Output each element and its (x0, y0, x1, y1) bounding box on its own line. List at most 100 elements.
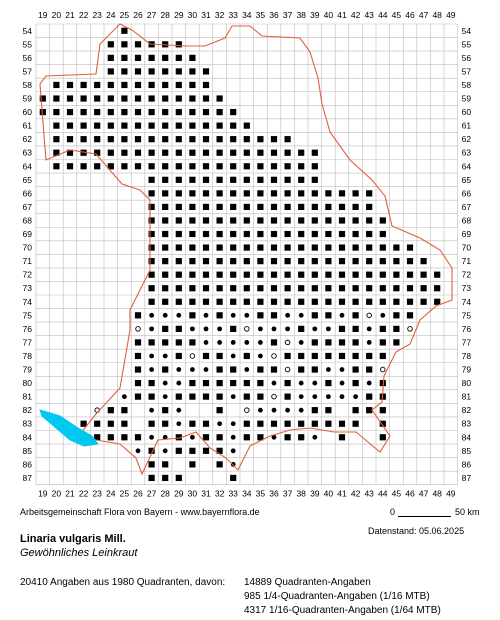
occurrence-marker (230, 136, 237, 143)
occurrence-marker (216, 407, 223, 414)
occurrence-marker (352, 258, 359, 265)
occurrence-marker (134, 352, 142, 360)
column-label: 31 (201, 10, 211, 20)
occurrence-marker (352, 230, 359, 238)
occurrence-marker (230, 149, 237, 156)
occurrence-marker (189, 122, 196, 129)
occurrence-marker (148, 54, 155, 61)
occurrence-marker (366, 312, 372, 319)
occurrence-marker (203, 367, 209, 372)
occurrence-marker (366, 203, 373, 211)
occurrence-marker (285, 407, 290, 413)
occurrence-marker (148, 230, 155, 238)
occurrence-marker (230, 379, 237, 387)
scale-end-label: 50 km (455, 507, 480, 517)
occurrence-marker (230, 244, 237, 251)
occurrence-marker (53, 95, 60, 102)
species-common-name: Gewöhnliches Leinkraut (20, 547, 138, 559)
occurrence-marker (258, 353, 263, 359)
occurrence-marker (284, 258, 291, 265)
column-label: 49 (446, 489, 456, 499)
row-label: 82 (462, 405, 472, 415)
occurrence-marker (121, 27, 128, 34)
occurrence-marker (39, 95, 46, 102)
column-label: 28 (160, 10, 170, 20)
distribution-map: 19 20 21 22 23 24 25 26 27 28 29 30 31 32 33 34 35 36 37 38… (23, 10, 472, 499)
row-label: 60 (23, 107, 33, 117)
occurrence-marker (434, 298, 441, 305)
credit-text: Arbeitsgemeinschaft Flora von Bayern - w… (20, 507, 260, 517)
occurrence-marker (176, 312, 182, 318)
occurrence-marker (189, 176, 196, 183)
occurrence-marker (175, 352, 182, 360)
occurrence-marker (230, 366, 237, 373)
occurrence-marker (216, 244, 223, 251)
occurrence-marker (175, 285, 182, 292)
occurrence-marker (162, 230, 169, 238)
occurrence-marker (162, 353, 168, 359)
occurrence-marker (257, 312, 264, 319)
occurrence-marker (149, 367, 155, 372)
column-label: 26 (133, 10, 143, 20)
row-label: 72 (462, 270, 472, 280)
occurrence-marker (379, 407, 386, 414)
occurrence-marker (121, 54, 128, 61)
occurrence-marker (148, 474, 155, 482)
occurrence-marker (162, 366, 169, 373)
occurrence-marker (244, 326, 250, 332)
occurrence-marker (66, 95, 74, 102)
row-label: 56 (462, 53, 472, 63)
occurrence-marker (352, 312, 359, 319)
occurrence-marker (162, 163, 169, 170)
occurrence-marker (257, 379, 264, 387)
occurrence-marker (148, 393, 155, 400)
occurrence-marker (94, 420, 101, 427)
occurrence-marker (270, 136, 278, 143)
row-label: 84 (23, 432, 33, 442)
occurrence-marker (217, 326, 223, 332)
occurrence-marker (162, 81, 169, 89)
occurrence-marker (325, 352, 332, 360)
occurrence-marker (202, 244, 210, 251)
occurrence-marker (434, 271, 441, 278)
row-label: 77 (23, 337, 33, 347)
occurrence-marker (311, 271, 318, 278)
column-label: 27 (147, 489, 157, 499)
occurrence-marker (230, 190, 237, 197)
occurrence-marker (216, 176, 223, 183)
occurrence-marker (149, 353, 155, 359)
occurrence-marker (243, 420, 250, 427)
occurrence-marker (338, 325, 346, 332)
column-label: 39 (310, 489, 320, 499)
occurrence-marker (148, 149, 155, 156)
occurrence-marker (175, 298, 182, 305)
occurrence-marker (230, 122, 237, 129)
occurrence-marker (366, 407, 373, 414)
scale-bar (398, 516, 451, 517)
occurrence-marker (298, 244, 305, 251)
row-label: 75 (462, 310, 472, 320)
occurrence-marker (271, 434, 277, 440)
occurrence-marker (284, 285, 291, 292)
occurrence-marker (258, 340, 263, 345)
row-label: 80 (462, 378, 472, 388)
column-label: 40 (324, 10, 334, 20)
occurrence-marker (175, 447, 182, 454)
occurrence-marker (366, 190, 373, 197)
row-label: 57 (23, 66, 33, 76)
occurrence-marker (189, 203, 196, 211)
occurrence-marker (257, 149, 264, 156)
column-label: 43 (364, 489, 374, 499)
occurrence-marker (366, 285, 373, 292)
row-label: 72 (23, 270, 33, 280)
occurrence-marker (380, 312, 386, 318)
occurrence-marker (53, 122, 60, 129)
occurrence-marker (134, 41, 142, 48)
column-label: 32 (215, 10, 225, 20)
occurrence-marker (393, 271, 400, 278)
occurrence-marker (175, 203, 182, 211)
column-labels-top: 19 20 21 22 23 24 25 26 27 28 29 30 31 32 33 34 35 36 37 38… (38, 10, 456, 20)
column-label: 36 (269, 10, 279, 20)
occurrence-marker (270, 190, 278, 197)
occurrence-marker (325, 271, 332, 278)
